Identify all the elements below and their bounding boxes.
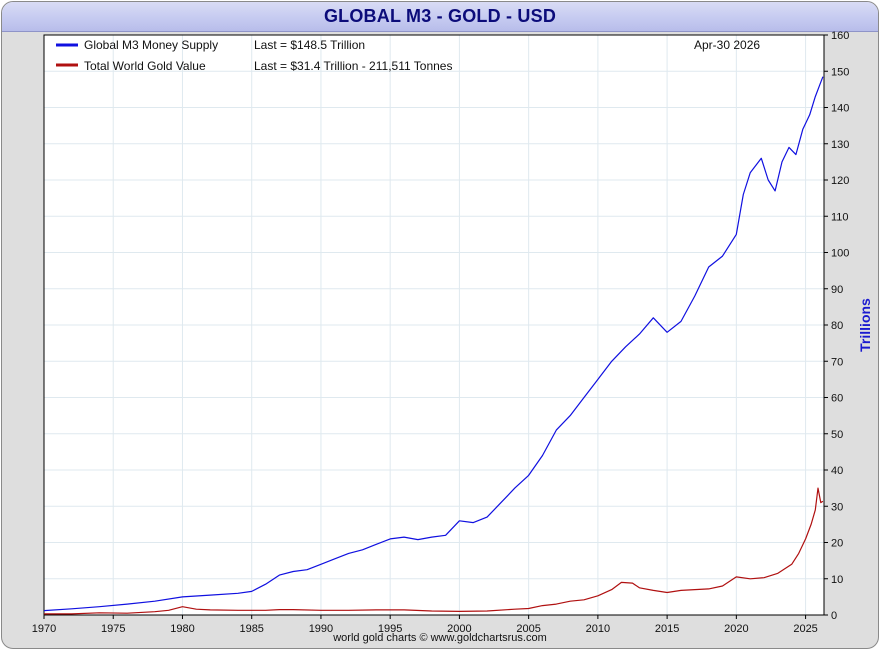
y-tick-label: 70 (831, 356, 843, 368)
y-tick-label: 140 (831, 103, 849, 115)
x-tick-label: 1990 (309, 623, 333, 635)
x-axis-ticks: 1970 1975 1980 1985 1990 1995 2000 2005 2010 2015… (32, 615, 818, 635)
grid-lines (44, 35, 824, 615)
chart-title: GLOBAL M3 - GOLD - USD (323, 6, 557, 26)
y-tick-label: 0 (831, 610, 837, 622)
x-tick-label: 2010 (586, 623, 610, 635)
y-tick-label: 30 (831, 501, 843, 513)
x-tick-label: 1975 (101, 623, 125, 635)
y-tick-label: 40 (831, 465, 843, 477)
x-tick-label: 2025 (793, 623, 817, 635)
y-axis-label: Trillions (857, 298, 873, 352)
y-tick-label: 80 (831, 320, 843, 332)
y-tick-label: 150 (831, 66, 849, 78)
date-label: Apr-30 2026 (694, 38, 760, 52)
y-tick-label: 60 (831, 393, 843, 405)
legend-label-gold: Total World Gold Value (84, 59, 206, 73)
y-tick-label: 20 (831, 538, 843, 550)
y-tick-label: 100 (831, 248, 849, 260)
legend-last-m3: Last = $148.5 Trillion (254, 38, 365, 52)
y-tick-label: 10 (831, 574, 843, 586)
y-tick-label: 130 (831, 139, 849, 151)
x-tick-label: 2015 (655, 623, 679, 635)
series-lines (43, 76, 824, 615)
y-tick-label: 160 (831, 30, 849, 42)
x-tick-label: 1995 (378, 623, 402, 635)
legend-label-m3: Global M3 Money Supply (84, 38, 218, 52)
x-tick-label: 2000 (447, 623, 471, 635)
y-tick-label: 90 (831, 284, 843, 296)
title-bar: GLOBAL M3 - GOLD - USD (2, 2, 878, 32)
x-tick-label: 2005 (516, 623, 540, 635)
series-line-m3-money-supply (43, 76, 824, 612)
x-tick-label: 2020 (724, 623, 748, 635)
legend-last-gold: Last = $31.4 Trillion - 211,511 Tonnes (254, 59, 452, 73)
x-tick-label: 1985 (239, 623, 263, 635)
y-tick-label: 50 (831, 429, 843, 441)
y-tick-label: 110 (831, 211, 849, 223)
legend: Global M3 Money Supply Last = $148.5 Tri… (56, 38, 760, 73)
x-tick-label: 1980 (170, 623, 194, 635)
series-line-gold-value (44, 487, 824, 615)
x-tick-label: 1970 (32, 623, 56, 635)
footer-credit: world gold charts © www.goldchartsrus.co… (333, 632, 547, 644)
y-tick-label: 120 (831, 175, 849, 187)
y-axis-ticks: 0 10 20 30 40 50 60 70 80 90 100 110 120 130 140 150 160 (824, 30, 849, 622)
